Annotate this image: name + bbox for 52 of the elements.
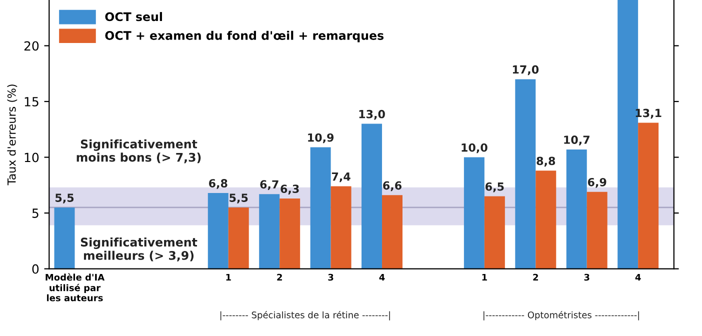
- text: |-------- Spécialistes de la rétine --------|: [220, 310, 390, 320]
- y-axis-title: Taux d'erreurs (%): [7, 84, 18, 186]
- bar: [280, 198, 300, 269]
- bar: [566, 149, 587, 269]
- bar: [484, 196, 505, 269]
- data-label: 6,6: [383, 181, 402, 192]
- data-label: 10,0: [462, 143, 488, 154]
- data-label: 8,8: [536, 156, 556, 167]
- data-label: 6,3: [280, 184, 299, 194]
- bar: [228, 207, 249, 269]
- annotation: Significativement moins bons (> 7,3): [76, 139, 201, 164]
- annotation: Significativement meilleurs (> 3,9): [80, 237, 198, 262]
- bar: [362, 124, 382, 269]
- x-tick-label: Modèle d'IA utilisé par les auteurs: [46, 273, 105, 302]
- y-tick-label: 0: [32, 264, 39, 274]
- data-label: 17,0: [512, 65, 539, 76]
- bar: [208, 192, 228, 269]
- bar: [638, 122, 659, 269]
- data-label: 10,9: [308, 133, 334, 144]
- data-label: 13,0: [359, 110, 385, 120]
- bar: [515, 79, 536, 269]
- data-label: 7,4: [332, 172, 350, 182]
- bar: [330, 186, 352, 269]
- data-label: 5,5: [230, 194, 248, 204]
- x-tick-label: 3: [328, 274, 334, 281]
- x-tick-label: 1: [482, 274, 487, 281]
- text: |------------ Optométristes -------------|: [484, 310, 639, 320]
- data-label: 6,9: [588, 178, 606, 188]
- legend-label: OCT seul: [105, 12, 162, 22]
- bar: [464, 157, 484, 269]
- y-tick-label: 5: [32, 208, 38, 218]
- x-tick-label: 2: [277, 274, 282, 281]
- y-tick-label: 20: [24, 41, 39, 51]
- y-tick-label: 10: [24, 152, 39, 162]
- bar: [382, 195, 402, 269]
- bar: [54, 207, 75, 269]
- x-tick-label: 4: [635, 274, 641, 281]
- bar: [536, 170, 556, 269]
- bar: [586, 192, 608, 269]
- x-tick-label: 1: [226, 274, 231, 281]
- bar: [259, 194, 280, 269]
- x-tick-label: 3: [584, 274, 590, 281]
- data-label: 6,7: [260, 180, 278, 190]
- legend-label: OCT + examen du fond d'œil + remarques: [105, 30, 384, 42]
- data-label: 6,5: [486, 182, 504, 192]
- data-label: 5,5: [56, 194, 74, 204]
- data-label: 6,8: [208, 179, 228, 189]
- y-tick-label: 15: [24, 97, 38, 106]
- bar: [310, 147, 331, 269]
- x-tick-label: 2: [533, 274, 538, 281]
- data-label: 10,7: [564, 136, 590, 146]
- x-tick-label: 4: [379, 274, 385, 281]
